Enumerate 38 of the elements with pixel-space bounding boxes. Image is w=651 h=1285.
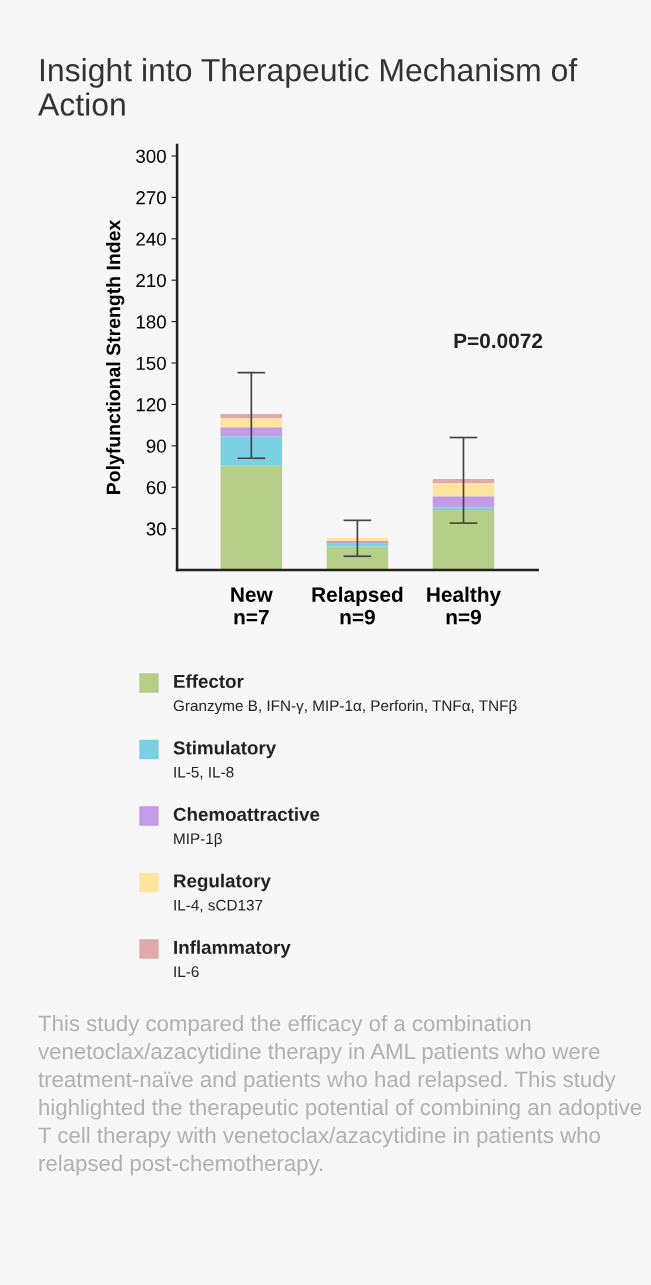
text: IL-5, IL-8 bbox=[174, 766, 234, 780]
y-tick-label: 180 bbox=[136, 315, 166, 329]
bar bbox=[220, 414, 283, 419]
bar bbox=[432, 507, 495, 510]
bar bbox=[326, 546, 389, 571]
legend-label: Effector bbox=[174, 674, 244, 689]
x-tick-label: Healthy n=9 bbox=[427, 586, 501, 625]
y-tick-label: 120 bbox=[136, 398, 166, 412]
legend-label: Regulatory bbox=[174, 873, 271, 892]
bar bbox=[220, 465, 283, 571]
legend-label: Chemoattractive bbox=[173, 807, 320, 822]
text: MIP-1β bbox=[174, 832, 222, 848]
y-tick-label: 240 bbox=[136, 232, 166, 246]
y-axis-title: Polyfunctional Strength Index bbox=[106, 219, 125, 494]
y-tick-label: 90 bbox=[146, 439, 166, 453]
text: Granzyme B, IFN-γ, MIP-1α, Perforin, TNFα, TNFβ bbox=[173, 699, 517, 715]
bar bbox=[220, 427, 283, 437]
text: This study compared the efficacy of a combination venetoclax/azacytidine therapy in AML patients who were treatment-naïve and patients who had relapsed. This study highlighted the therapeutic potential of combining an adoptive T cell therapy with venetoclax/azacytidine in patients who relapsed post-chemotherapy. bbox=[38, 1015, 642, 1176]
bar bbox=[432, 483, 495, 497]
bar bbox=[432, 478, 495, 484]
bar bbox=[220, 418, 283, 428]
y-tick-label: 270 bbox=[136, 191, 166, 205]
bar bbox=[220, 436, 283, 466]
legend-label: Inflammatory bbox=[174, 940, 291, 958]
y-tick-label: 30 bbox=[146, 522, 166, 536]
x-tick-label: New n=7 bbox=[231, 587, 273, 625]
bar bbox=[432, 496, 495, 508]
text: IL-6 bbox=[174, 966, 199, 978]
bar bbox=[432, 509, 495, 571]
y-tick-label: 150 bbox=[136, 356, 166, 370]
chart-title: Insight into Therapeutic Mechanism of Action bbox=[38, 58, 578, 116]
y-tick-label: 210 bbox=[136, 273, 166, 288]
annotation: P=0.0072 bbox=[454, 333, 543, 349]
y-tick-label: 60 bbox=[146, 480, 166, 495]
text: IL-4, sCD137 bbox=[174, 899, 263, 913]
y-tick-label: 300 bbox=[136, 149, 166, 163]
x-tick-label: Relapsed n=9 bbox=[312, 586, 403, 625]
legend-label: Stimulatory bbox=[173, 740, 277, 759]
